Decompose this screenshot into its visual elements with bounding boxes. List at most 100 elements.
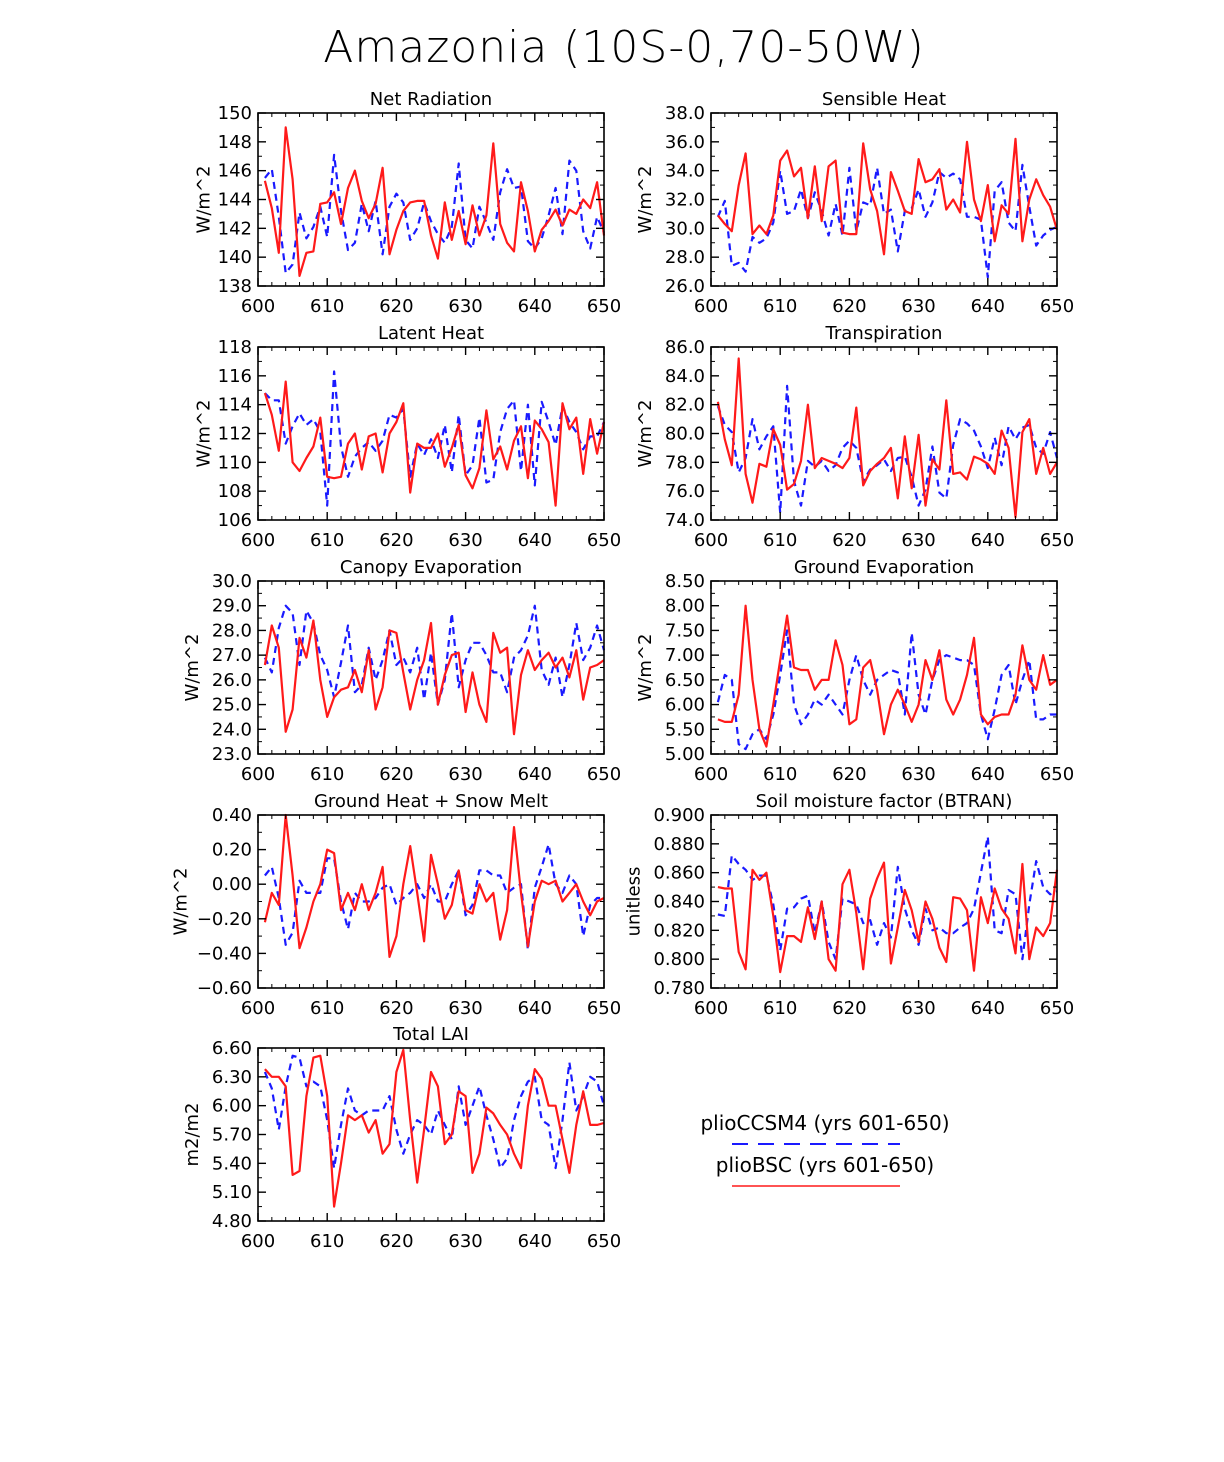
series-line-pliobsc-soil-moisture-factor-btran [717, 861, 1059, 974]
panel-title-total-lai: Total LAI [392, 1024, 469, 1045]
x-tick-label-ground-heat-snow-melt: 600 [241, 998, 275, 1019]
y-tick-label-total-lai: 6.60 [212, 1038, 252, 1059]
series-line-pliobsc-net-radiation [263, 126, 606, 277]
x-tick-label-soil-moisture-factor-btran: 610 [763, 998, 797, 1019]
y-tick-label-soil-moisture-factor-btran: 0.800 [653, 949, 705, 970]
y-tick-label-ground-evaporation: 6.50 [665, 670, 705, 691]
y-tick-label-soil-moisture-factor-btran: 0.840 [653, 892, 705, 913]
y-tick-label-net-radiation: 146 [218, 161, 252, 182]
y-tick-label-total-lai: 5.10 [212, 1182, 252, 1203]
x-tick-label-soil-moisture-factor-btran: 600 [694, 998, 728, 1019]
y-tick-label-sensible-heat: 30.0 [665, 218, 705, 239]
panel-net-radiation: 600 610 620 630 640 650 138 140 142 144 146 148 150 N… [194, 89, 622, 317]
x-tick-label-sensible-heat: 640 [971, 296, 1005, 317]
y-tick-label-ground-evaporation: 8.50 [665, 571, 705, 592]
x-tick-label-total-lai: 630 [448, 1231, 482, 1252]
y-tick-label-transpiration: 76.0 [665, 481, 705, 502]
x-tick-label-ground-evaporation: 600 [694, 764, 728, 785]
x-tick-label-transpiration: 650 [1040, 530, 1074, 551]
y-tick-label-sensible-heat: 28.0 [665, 247, 705, 268]
y-tick-label-sensible-heat: 34.0 [665, 161, 705, 182]
y-tick-label-total-lai: 4.80 [212, 1211, 252, 1232]
x-tick-label-ground-heat-snow-melt: 610 [310, 998, 344, 1019]
x-tick-label-net-radiation: 600 [241, 296, 275, 317]
plot-frame-latent-heat [257, 346, 605, 521]
y-tick-label-latent-heat: 116 [218, 366, 252, 387]
y-tick-label-ground-evaporation: 5.00 [665, 744, 705, 765]
series-line-pliobsc-latent-heat [263, 380, 606, 507]
y-tick-label-ground-evaporation: 7.50 [665, 620, 705, 641]
x-tick-label-total-lai: 620 [379, 1231, 413, 1252]
x-tick-label-ground-evaporation: 640 [971, 764, 1005, 785]
y-tick-label-soil-moisture-factor-btran: 0.780 [653, 978, 705, 999]
series-line-pliobsc-total-lai [264, 1048, 605, 1208]
x-tick-label-ground-evaporation: 620 [832, 764, 866, 785]
y-axis-label-soil-moisture-factor-btran: unitless [624, 867, 645, 937]
y-axis-label-transpiration: W/m^2 [635, 400, 656, 468]
x-tick-label-ground-evaporation: 650 [1040, 764, 1074, 785]
y-tick-label-net-radiation: 148 [218, 132, 252, 153]
y-tick-label-ground-heat-snow-melt: 0.20 [212, 840, 252, 861]
y-tick-label-canopy-evaporation: 25.0 [212, 695, 252, 716]
x-tick-label-canopy-evaporation: 600 [241, 764, 275, 785]
x-tick-label-soil-moisture-factor-btran: 630 [901, 998, 935, 1019]
series-line-pliobsc-ground-evaporation [717, 604, 1058, 748]
panel-soil-moisture-factor-btran: 600 610 620 630 640 650 0.780 0.800 0.820 0.840 0.… [624, 791, 1075, 1019]
y-tick-label-ground-heat-snow-melt: 0.40 [212, 805, 252, 826]
panel-title-transpiration: Transpiration [825, 323, 943, 344]
series-line-pliocasm4-soil-moisture-factor-btran [717, 835, 1058, 961]
y-tick-label-sensible-heat: 26.0 [665, 276, 705, 297]
panels: 600 610 620 630 640 650 138 140 142 144 146 148 150 N… [171, 89, 1075, 1252]
x-tick-label-canopy-evaporation: 640 [518, 764, 552, 785]
x-tick-label-sensible-heat: 650 [1040, 296, 1074, 317]
y-tick-label-ground-evaporation: 8.00 [665, 596, 705, 617]
x-tick-label-canopy-evaporation: 630 [448, 764, 482, 785]
y-tick-label-ground-evaporation: 7.00 [665, 645, 705, 666]
y-tick-label-canopy-evaporation: 30.0 [212, 571, 252, 592]
y-tick-label-transpiration: 78.0 [665, 452, 705, 473]
panel-sensible-heat: 600 610 620 630 640 650 26.0 28.0 30.0 32.0 34.0 36… [635, 89, 1074, 317]
legend: plioCCSM4 (yrs 601-650) plioBSC (yrs 601… [700, 1111, 950, 1187]
y-tick-label-soil-moisture-factor-btran: 0.860 [653, 863, 705, 884]
figure-title: Amazonia (10S-0,70-50W) [323, 22, 924, 73]
x-tick-label-transpiration: 610 [763, 530, 797, 551]
x-tick-label-latent-heat: 650 [587, 530, 621, 551]
panel-transpiration: 600 610 620 630 640 650 74.0 76.0 78.0 80.0 82.0 84… [635, 323, 1074, 551]
x-tick-label-net-radiation: 630 [448, 296, 482, 317]
y-tick-label-soil-moisture-factor-btran: 0.880 [653, 834, 705, 855]
panel-title-sensible-heat: Sensible Heat [822, 89, 946, 110]
legend-label-pliobsc: plioBSC (yrs 601-650) [716, 1153, 934, 1177]
x-tick-label-canopy-evaporation: 650 [587, 764, 621, 785]
legend-label-pliocasm4: plioCCSM4 (yrs 601-650) [700, 1111, 949, 1135]
x-tick-label-total-lai: 640 [518, 1231, 552, 1252]
y-tick-label-latent-heat: 112 [218, 424, 252, 445]
x-tick-label-latent-heat: 600 [241, 530, 275, 551]
panel-title-ground-heat-snow-melt: Ground Heat + Snow Melt [314, 791, 548, 812]
x-tick-label-total-lai: 610 [310, 1231, 344, 1252]
y-axis-label-total-lai: m2/m2 [182, 1102, 203, 1166]
y-tick-label-sensible-heat: 32.0 [665, 190, 705, 211]
x-tick-label-net-radiation: 610 [310, 296, 344, 317]
y-axis-label-sensible-heat: W/m^2 [635, 166, 656, 234]
plot-frame-soil-moisture-factor-btran [710, 814, 1058, 989]
panel-ground-heat-snow-melt: 600 610 620 630 640 650 −0.60 −0.40 −0.20 0.00 0.2… [171, 791, 622, 1019]
panel-total-lai: 600 610 620 630 640 650 4.80 5.10 5.40 5.70 6.00 6.… [182, 1024, 621, 1252]
series-line-pliobsc-sensible-heat [717, 137, 1059, 256]
series-line-pliobsc-canopy-evaporation [263, 619, 605, 736]
y-tick-label-sensible-heat: 38.0 [665, 103, 705, 124]
x-tick-label-ground-heat-snow-melt: 640 [518, 998, 552, 1019]
y-tick-label-ground-heat-snow-melt: 0.00 [212, 874, 252, 895]
plot-frame-transpiration [710, 346, 1058, 521]
x-tick-label-transpiration: 620 [832, 530, 866, 551]
y-tick-label-transpiration: 86.0 [665, 337, 705, 358]
x-tick-label-latent-heat: 630 [448, 530, 482, 551]
y-tick-label-canopy-evaporation: 29.0 [212, 596, 252, 617]
y-tick-label-total-lai: 6.00 [212, 1096, 252, 1117]
y-tick-label-canopy-evaporation: 23.0 [212, 744, 252, 765]
y-tick-label-latent-heat: 106 [218, 510, 252, 531]
x-tick-label-ground-heat-snow-melt: 650 [587, 998, 621, 1019]
series-line-pliocasm4-transpiration [716, 384, 1059, 514]
y-axis-label-latent-heat: W/m^2 [194, 400, 215, 468]
plot-frame-ground-heat-snow-melt [257, 814, 605, 989]
